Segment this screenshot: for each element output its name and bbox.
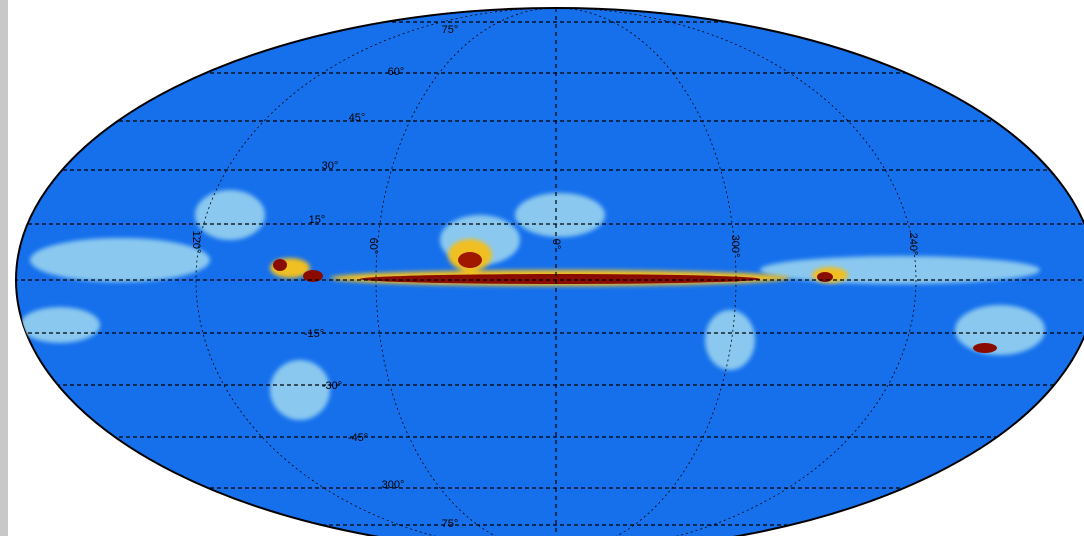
latitude-label: 75° [442,24,459,36]
longitude-label: 300° [729,235,741,258]
latitude-label: 300° [382,479,405,491]
latitude-label: 15° [309,214,326,226]
labels: 75° 60° 45° 30° 15° -15° -30° -45° 300° 75° 120° 60… [190,24,919,530]
latitude-label: -45° [348,432,368,444]
galactic-plane [360,274,760,284]
emission [20,190,1045,420]
latitude-label: 30° [322,160,339,172]
latitude-label: 60° [388,66,405,78]
longitude-label: 120° [190,231,202,254]
longitude-label: 60° [367,238,379,255]
latitude-label: -15° [304,328,324,340]
latitude-label: -30° [322,380,342,392]
meridian [195,8,917,536]
longitude-label: 0° [550,239,562,250]
longitude-label: 240° [907,233,919,256]
latitude-label: 45° [349,112,366,124]
latitude-label: 75° [442,518,459,530]
